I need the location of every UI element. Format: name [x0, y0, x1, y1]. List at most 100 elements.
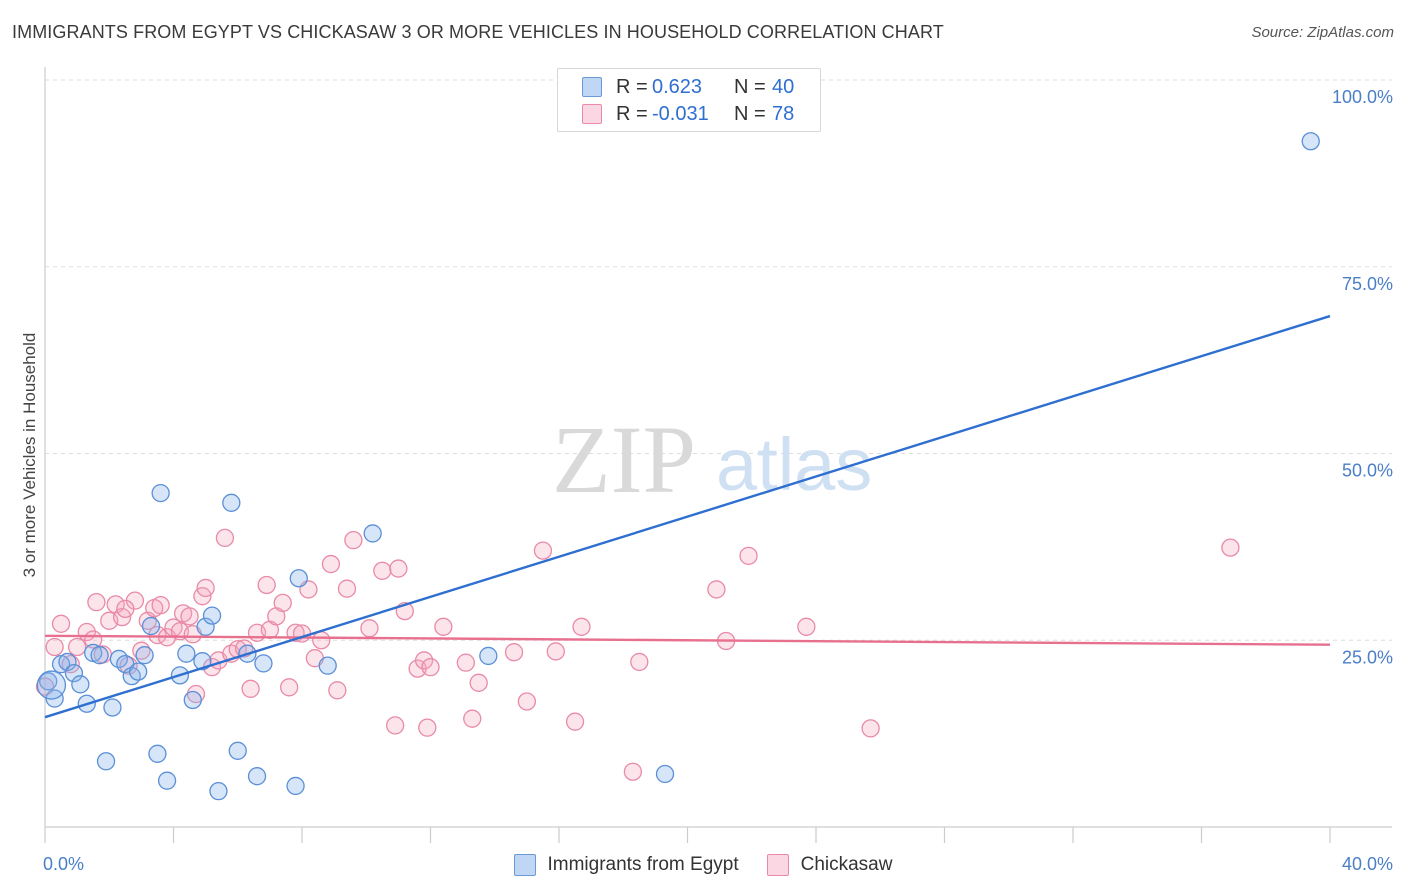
chickasaw-point	[241, 679, 260, 698]
y-tick-label: 100.0%	[1332, 87, 1393, 107]
chickasaw-point	[321, 554, 341, 574]
chart-title: IMMIGRANTS FROM EGYPT VS CHICKASAW 3 OR …	[12, 22, 944, 42]
x-tick-label: 40.0%	[1342, 854, 1393, 874]
chickasaw-point	[414, 651, 434, 670]
egypt-point	[247, 767, 267, 786]
egypt-point	[58, 652, 77, 672]
egypt-point	[209, 781, 228, 801]
egypt-point	[141, 616, 161, 636]
egypt-point	[151, 483, 170, 503]
chickasaw-point	[707, 580, 726, 599]
egypt-point	[36, 670, 67, 700]
chickasaw-point	[87, 593, 106, 612]
chickasaw-point	[51, 614, 71, 633]
chickasaw-point	[797, 617, 816, 636]
egypt-point	[64, 663, 84, 683]
egypt-point	[202, 606, 222, 625]
chickasaw-point	[469, 673, 488, 692]
egypt-point	[96, 752, 116, 771]
egypt-legend-label: Immigrants from Egypt	[547, 854, 739, 875]
chickasaw-point	[421, 657, 440, 677]
egypt-point	[148, 744, 167, 763]
chickasaw-point	[67, 637, 87, 657]
chickasaw-point	[389, 559, 408, 578]
trend-lines	[44, 314, 1331, 719]
n-label: N =	[734, 75, 766, 98]
egypt-point	[289, 569, 308, 588]
chickasaw-trend-line	[44, 634, 1331, 646]
chickasaw-point	[116, 599, 135, 619]
chickasaw-point	[151, 595, 170, 615]
y-tick-label: 75.0%	[1342, 274, 1393, 294]
y-axis-label: 3 or more Vehicles in Household	[20, 333, 39, 578]
egypt-point	[157, 771, 177, 790]
n-value: 40	[772, 75, 795, 98]
egypt-point	[655, 764, 675, 784]
series-egypt	[36, 132, 1320, 801]
chickasaw-point	[517, 692, 537, 711]
egypt-swatch	[582, 77, 602, 97]
chickasaw-point	[257, 575, 276, 595]
chickasaw-point	[572, 617, 591, 636]
egypt-point	[479, 646, 498, 666]
chickasaw-point	[1221, 538, 1240, 557]
chickasaw-point	[328, 681, 347, 700]
chickasaw-point	[180, 607, 199, 626]
chickasaw-legend-swatch	[766, 854, 789, 876]
egypt-point	[228, 741, 247, 760]
egypt-point	[318, 656, 337, 675]
chickasaw-point	[630, 652, 649, 672]
egypt-point	[39, 672, 58, 691]
chickasaw-point	[273, 593, 292, 613]
chickasaw-point	[456, 653, 475, 672]
egypt-point	[90, 646, 109, 665]
chickasaw-point	[312, 631, 331, 650]
legend-row-chickasaw: R = -0.031 N = 78	[558, 101, 794, 127]
chickasaw-point	[739, 546, 758, 565]
chickasaw-point	[418, 718, 437, 737]
r-value: 0.623	[652, 75, 703, 98]
egypt-point	[177, 644, 196, 663]
n-value: 78	[772, 102, 795, 125]
correlation-legend: R = 0.623 N = 40 R = -0.031 N = 78	[557, 68, 821, 132]
chickasaw-point	[337, 579, 357, 598]
legend-row-egypt: R = 0.623 N = 40	[558, 74, 794, 100]
legend-item-chickasaw[interactable]: Chickasaw	[766, 854, 893, 876]
egypt-point	[183, 690, 202, 710]
egypt-point	[193, 652, 212, 671]
egypt-point	[196, 617, 215, 636]
egypt-point	[71, 675, 90, 694]
chickasaw-point	[463, 709, 482, 728]
chickasaw-point	[546, 642, 565, 661]
r-value: -0.031	[652, 102, 709, 125]
chickasaw-point	[344, 531, 363, 550]
y-tick-label: 25.0%	[1342, 647, 1393, 667]
chickasaw-point	[434, 617, 453, 636]
chickasaw-point	[215, 528, 235, 548]
chickasaw-point	[504, 643, 524, 662]
axes	[44, 67, 1392, 843]
legend-item-egypt[interactable]: Immigrants from Egypt	[513, 854, 739, 876]
watermark: ZIP atlas	[552, 406, 872, 513]
r-label: R =	[616, 102, 648, 125]
watermark-zip: ZIP	[552, 406, 696, 513]
egypt-point	[286, 776, 305, 796]
chickasaw-point	[279, 678, 299, 697]
chickasaw-point	[386, 716, 405, 735]
y-tick-label: 50.0%	[1342, 461, 1393, 481]
watermark-atlas: atlas	[716, 423, 872, 506]
y-tick-labels: 25.0% 50.0% 75.0% 100.0%	[1332, 87, 1393, 667]
chickasaw-legend-label: Chickasaw	[800, 854, 893, 875]
n-label: N =	[734, 102, 766, 125]
chickasaw-point	[373, 561, 392, 580]
egypt-trend-line	[44, 314, 1331, 719]
chickasaw-point	[533, 541, 553, 560]
chickasaw-point	[45, 637, 64, 657]
egypt-point	[222, 493, 241, 512]
egypt-point	[103, 698, 122, 717]
series-chickasaw	[35, 528, 1240, 781]
egypt-point	[129, 662, 148, 681]
chickasaw-point	[196, 578, 215, 598]
chickasaw-point	[623, 762, 643, 781]
